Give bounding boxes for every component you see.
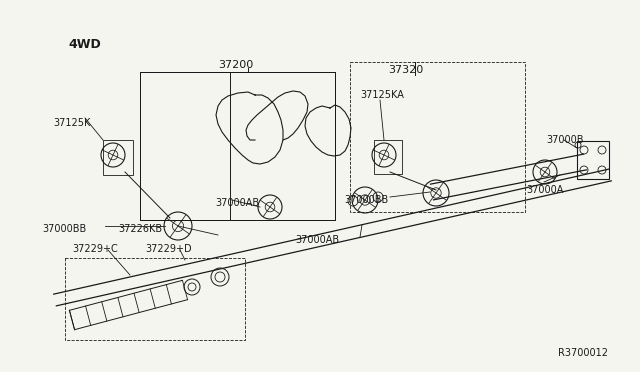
Text: 37229+C: 37229+C — [72, 244, 118, 254]
Text: 37000AB: 37000AB — [295, 235, 339, 245]
Text: 37200: 37200 — [218, 60, 253, 70]
Text: 37229+D: 37229+D — [145, 244, 191, 254]
Text: 37000AB: 37000AB — [215, 198, 259, 208]
Text: 37125K: 37125K — [53, 118, 90, 128]
Text: 37000A: 37000A — [526, 185, 563, 195]
Bar — [140, 72, 335, 220]
Text: 37226KB: 37226KB — [118, 224, 162, 234]
Text: 37320: 37320 — [388, 65, 423, 75]
Text: R3700012: R3700012 — [558, 348, 608, 358]
Text: 37000BB: 37000BB — [344, 195, 388, 205]
Bar — [140, 72, 335, 220]
Text: 37000B: 37000B — [546, 135, 584, 145]
Bar — [103, 140, 133, 175]
Text: 4WD: 4WD — [68, 38, 100, 51]
Bar — [374, 140, 402, 174]
Text: 37125KA: 37125KA — [360, 90, 404, 100]
Bar — [577, 141, 609, 179]
Text: 37000BB: 37000BB — [42, 224, 86, 234]
Bar — [65, 258, 245, 340]
Bar — [350, 62, 525, 212]
